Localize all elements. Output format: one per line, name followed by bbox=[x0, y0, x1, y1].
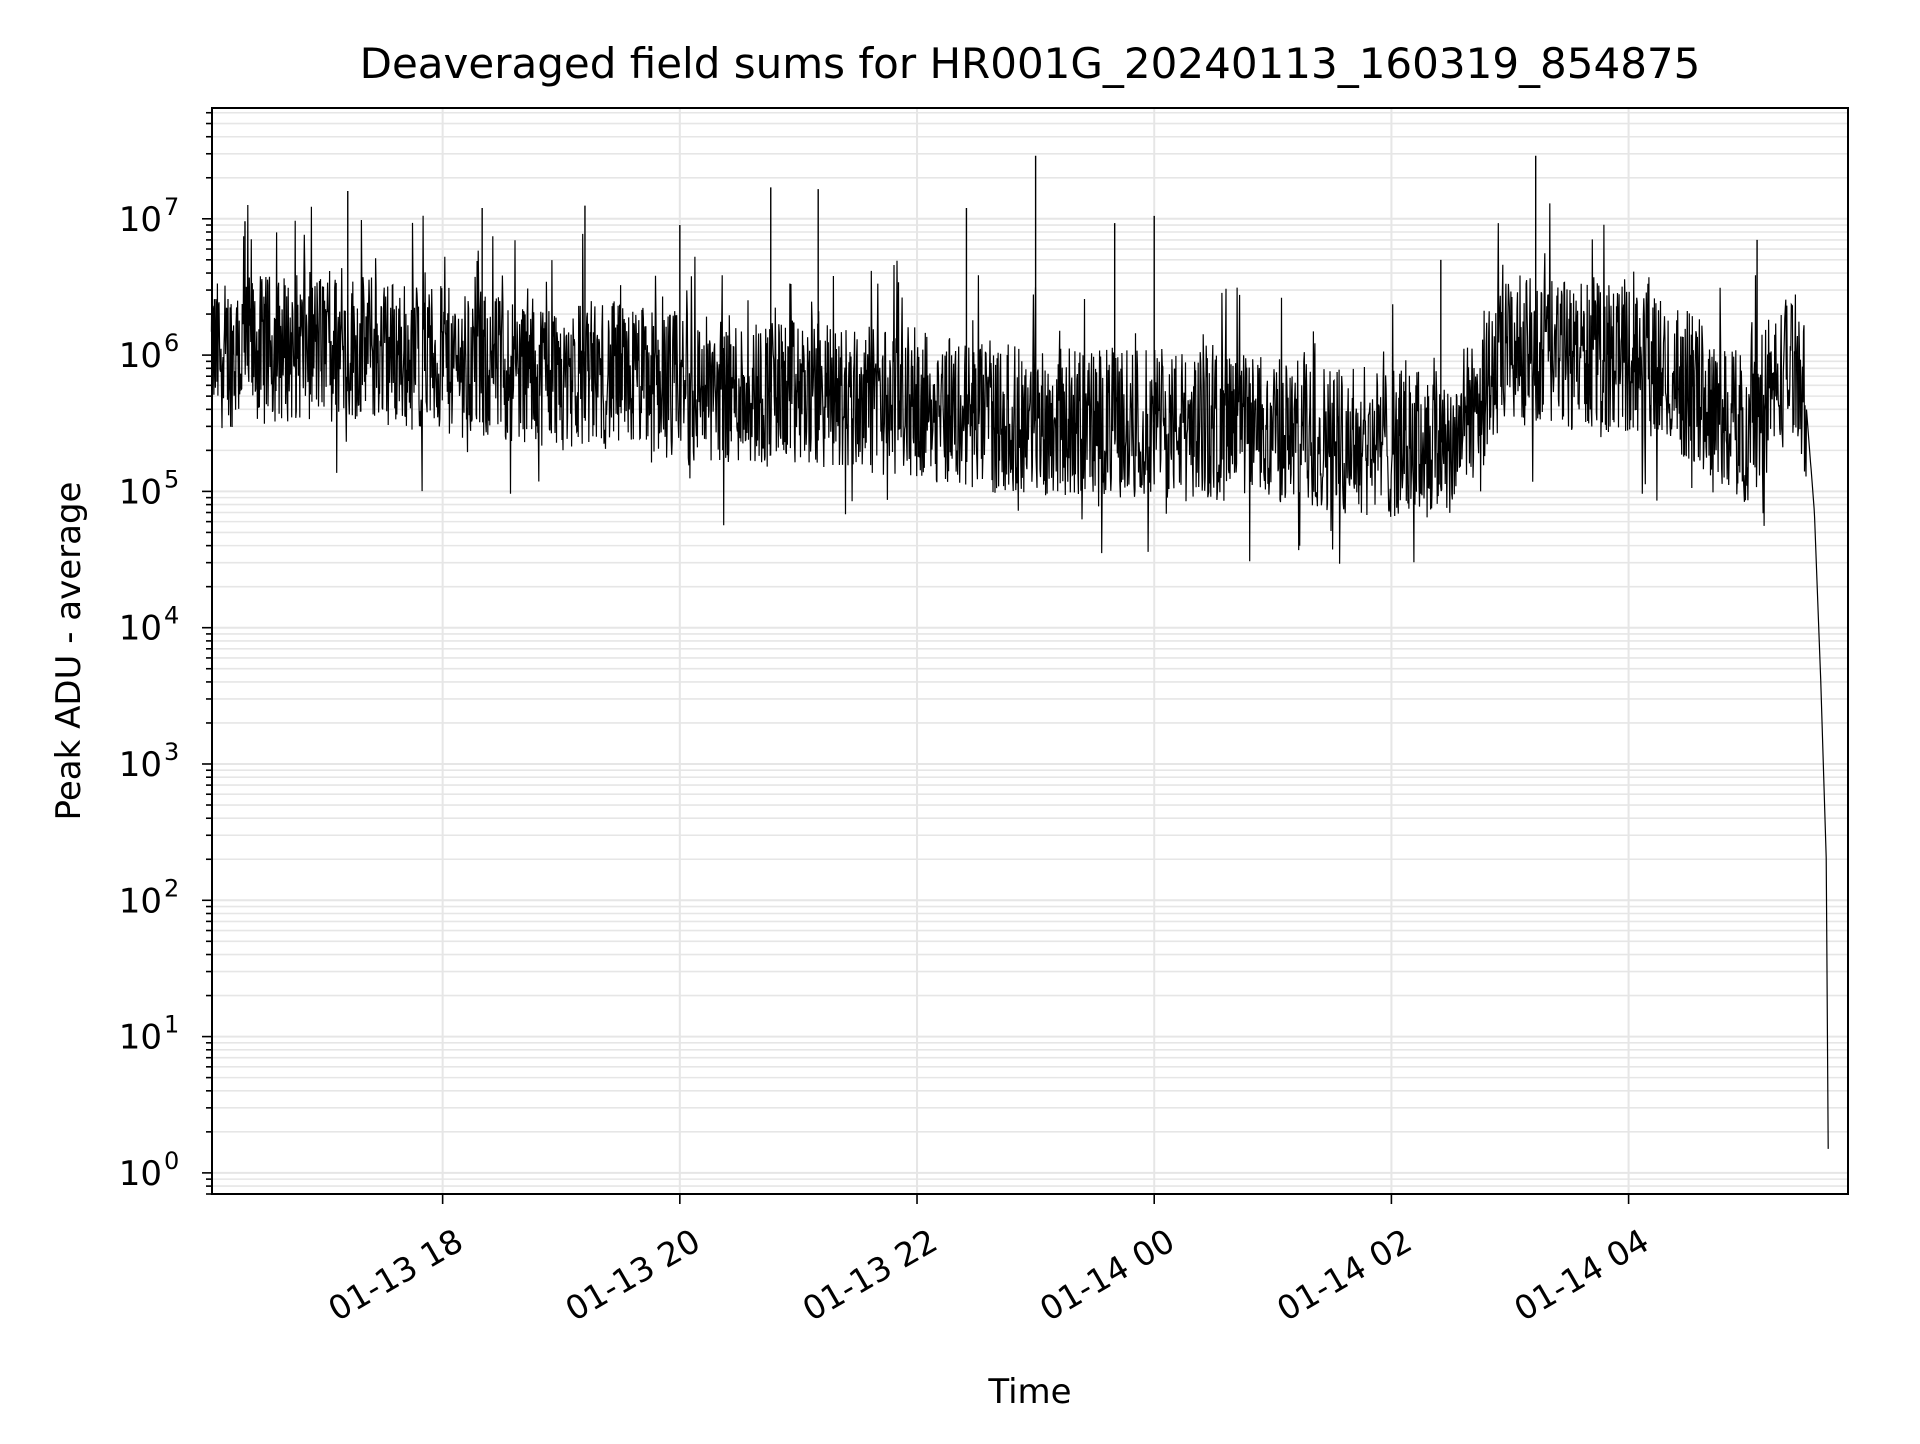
y-tick-exponent: 7 bbox=[164, 193, 179, 221]
y-tick-label: 10 bbox=[119, 609, 162, 649]
y-tick-label: 10 bbox=[119, 745, 162, 785]
plot-frame bbox=[211, 107, 1849, 1195]
x-tick-label: 01-14 02 bbox=[1270, 1221, 1418, 1329]
y-tick-exponent: 6 bbox=[164, 329, 179, 357]
y-tick-label: 10 bbox=[119, 472, 162, 512]
y-tick-exponent: 3 bbox=[164, 738, 179, 766]
y-tick-exponent: 2 bbox=[164, 874, 179, 902]
x-tick-label: 01-13 18 bbox=[321, 1221, 469, 1329]
x-tick-label: 01-14 00 bbox=[1033, 1221, 1181, 1329]
x-axis-label: Time bbox=[987, 1372, 1071, 1412]
y-tick-exponent: 5 bbox=[164, 465, 179, 493]
y-tick-label: 10 bbox=[119, 1018, 162, 1058]
y-tick-exponent: 4 bbox=[164, 602, 179, 630]
data-layer bbox=[210, 155, 1829, 1149]
y-tick-exponent: 0 bbox=[164, 1147, 179, 1175]
x-tick-label: 01-13 20 bbox=[559, 1221, 707, 1329]
y-tick-exponent: 1 bbox=[164, 1011, 179, 1039]
grid-layer bbox=[212, 108, 1848, 1195]
y-tick-label: 10 bbox=[119, 1154, 162, 1194]
y-tick-label: 10 bbox=[119, 336, 162, 376]
chart-title: Deaveraged field sums for HR001G_2024011… bbox=[360, 39, 1701, 88]
y-tick-label: 10 bbox=[119, 200, 162, 240]
y-tick-label: 10 bbox=[119, 881, 162, 921]
series-line bbox=[210, 203, 1829, 1149]
x-tick-label: 01-14 04 bbox=[1507, 1221, 1655, 1329]
y-axis-label: Peak ADU - average bbox=[49, 482, 89, 821]
x-tick-label: 01-13 22 bbox=[796, 1221, 944, 1329]
